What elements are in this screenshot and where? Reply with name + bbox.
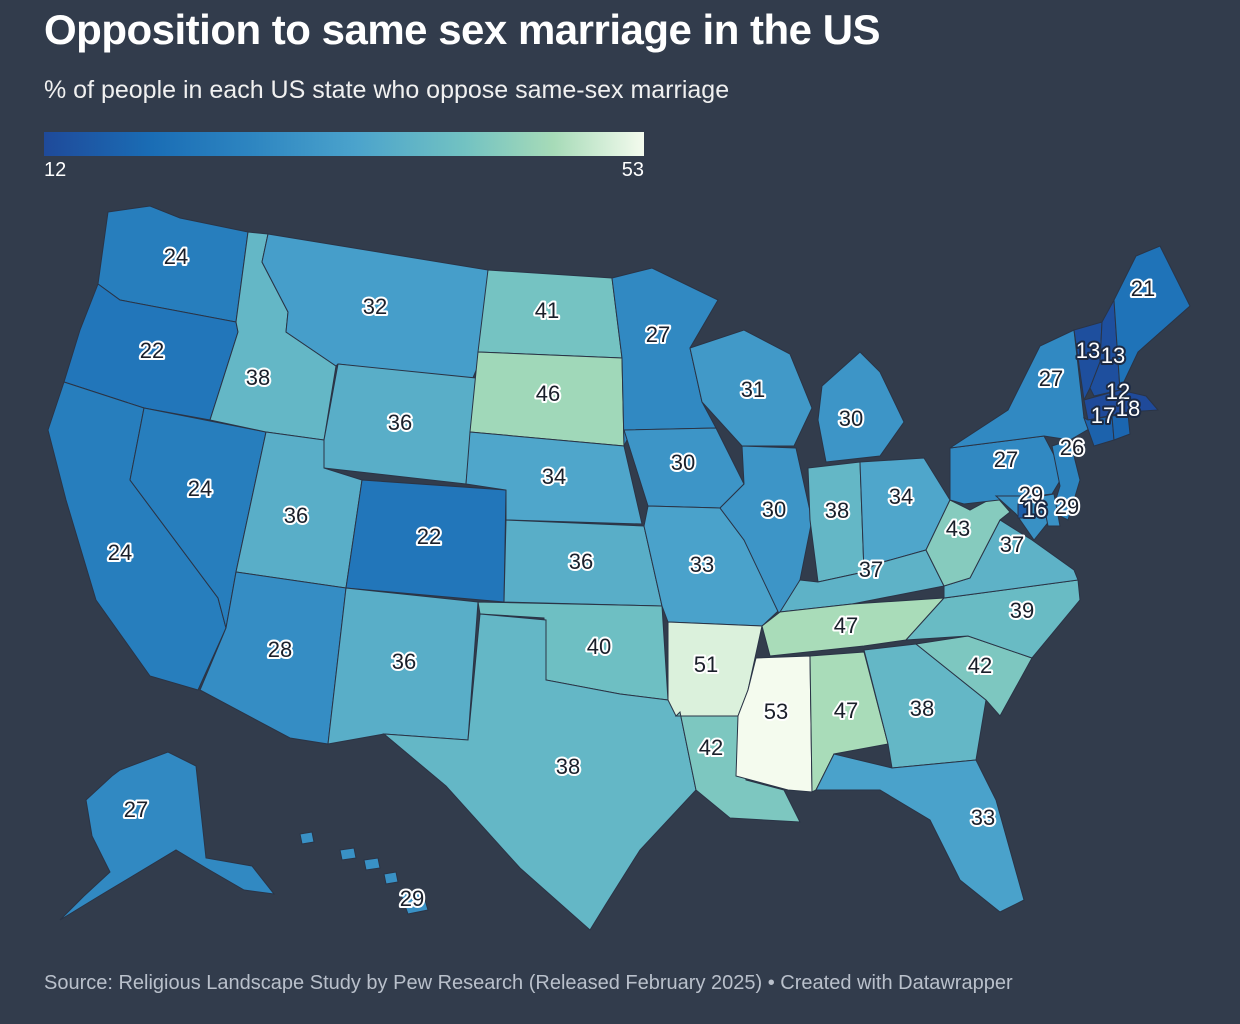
value-label-delaware: 29 [1019, 482, 1043, 507]
value-label-new-jersey: 26 [1060, 435, 1084, 460]
state-minnesota [611, 267, 719, 447]
legend-max-label: 53 [621, 159, 644, 181]
value-label-kentucky: 37 [859, 557, 883, 582]
state-michigan [817, 351, 905, 463]
state-alaska [59, 751, 276, 921]
value-label-virginia: 37 [1000, 532, 1024, 557]
states-layer [47, 205, 1191, 931]
value-label-nebraska: 34 [542, 464, 566, 489]
state-delaware [1041, 493, 1061, 527]
value-label-north-carolina: 39 [1010, 598, 1034, 623]
value-label-michigan: 30 [839, 406, 863, 431]
value-label-tennessee: 47 [834, 613, 858, 638]
value-label-iowa: 30 [671, 450, 695, 475]
value-label-south-carolina: 42 [968, 653, 992, 678]
state-florida [815, 753, 1025, 913]
state-new-jersey [1051, 439, 1081, 521]
value-label-missouri: 33 [690, 552, 714, 577]
state-district-of-columbia [1017, 503, 1033, 519]
value-label-pennsylvania: 27 [994, 447, 1018, 472]
value-label-ohio: 34 [889, 484, 913, 509]
value-label-idaho: 38 [246, 365, 270, 390]
chart-title: Opposition to same sex marriage in the U… [44, 6, 881, 53]
value-label-florida: 33 [971, 805, 995, 830]
value-label-minnesota: 27 [646, 322, 670, 347]
state-south-carolina [914, 635, 1033, 717]
state-wisconsin [689, 329, 813, 447]
value-label-california: 24 [108, 540, 132, 565]
state-new-york [949, 329, 1095, 449]
state-hawaii-part-4 [383, 871, 399, 885]
legend-gradient-bar [44, 132, 644, 156]
value-label-nevada: 24 [188, 476, 212, 501]
value-label-indiana: 38 [825, 498, 849, 523]
value-label-new-york: 27 [1039, 366, 1063, 391]
value-label-illinois: 30 [762, 497, 786, 522]
state-texas [382, 613, 697, 931]
value-label-south-dakota: 46 [536, 381, 560, 406]
value-label-mississippi: 53 [764, 699, 788, 724]
value-label-wyoming: 36 [388, 410, 412, 435]
value-label-washington: 24 [164, 244, 188, 269]
state-hawaii [399, 889, 429, 915]
legend-min-label: 12 [44, 159, 67, 181]
labels-layer: 24 22 24 24 38 32 36 36 28 22 36 41 46 34 36 40 38 27 30 33… [106, 242, 1157, 913]
chart-subtitle: % of people in each US state who oppose … [44, 76, 730, 104]
value-label-oklahoma: 40 [587, 634, 611, 659]
value-label-alabama: 47 [834, 698, 858, 723]
value-label-alaska: 27 [124, 797, 148, 822]
value-label-louisiana: 42 [699, 735, 723, 760]
state-rhode-island [1111, 413, 1131, 441]
value-label-texas: 38 [556, 754, 580, 779]
state-tennessee [761, 597, 946, 657]
value-label-wisconsin: 31 [741, 377, 765, 402]
value-label-district-of-columbia: 16 [1023, 497, 1047, 522]
value-label-north-dakota: 41 [535, 298, 559, 323]
state-hawaii-part-2 [339, 847, 357, 861]
value-label-kansas: 36 [569, 549, 593, 574]
value-label-oregon: 22 [140, 338, 164, 363]
value-label-maine: 21 [1131, 276, 1155, 301]
state-maine [1113, 245, 1191, 392]
value-label-colorado: 22 [417, 524, 441, 549]
state-wyoming [323, 363, 477, 485]
value-label-arizona: 28 [268, 637, 292, 662]
color-legend: 12 53 [44, 132, 644, 181]
value-label-connecticut: 17 [1091, 403, 1115, 428]
value-label-vermont: 13 [1076, 338, 1100, 363]
value-label-maryland: 29 [1055, 494, 1079, 519]
state-connecticut [1083, 415, 1115, 447]
value-label-montana: 32 [363, 294, 387, 319]
source-note: Source: Religious Landscape Study by Pew… [44, 972, 1013, 994]
state-west-virginia [925, 495, 1011, 587]
state-hawaii-part-1 [299, 831, 315, 845]
value-label-massachusetts: 12 [1106, 379, 1130, 404]
value-label-new-mexico: 36 [392, 649, 416, 674]
value-label-utah: 36 [284, 503, 308, 528]
value-label-georgia: 38 [910, 696, 934, 721]
state-hawaii-part-3 [363, 857, 381, 871]
value-label-new-hampshire: 13 [1101, 343, 1125, 368]
value-label-west-virginia: 43 [946, 516, 970, 541]
value-label-hawaii: 29 [400, 886, 424, 911]
value-label-arkansas: 51 [694, 652, 718, 677]
value-label-rhode-island: 18 [1116, 396, 1140, 421]
